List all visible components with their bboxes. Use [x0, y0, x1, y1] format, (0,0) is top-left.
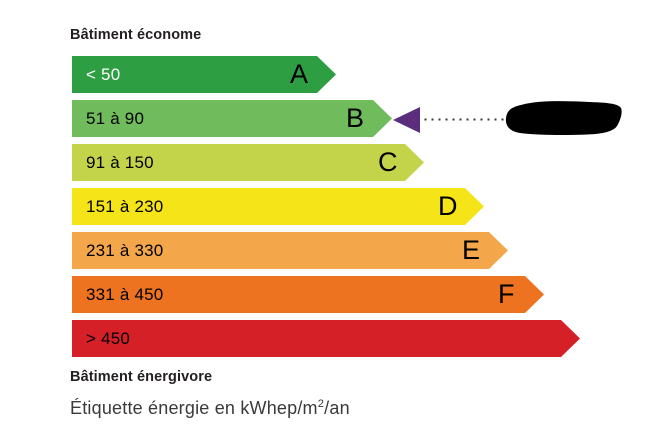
- energy-band-row[interactable]: 331 à 450 F: [0, 276, 667, 313]
- energy-band-row[interactable]: > 450: [0, 320, 667, 357]
- efficient-building-caption: Bâtiment économe: [70, 27, 202, 43]
- energy-band-range-label: 151 à 230: [86, 197, 164, 216]
- energy-band-row[interactable]: 51 à 90 B: [0, 100, 667, 137]
- energy-band-range-label: 231 à 330: [86, 241, 164, 260]
- energy-band-letter-b: B: [346, 103, 365, 133]
- energy-band-row[interactable]: 231 à 330 E: [0, 232, 667, 269]
- energy-band-arrow-f: [72, 276, 544, 313]
- energy-band-range-label: 331 à 450: [86, 285, 164, 304]
- energy-band-arrow-b: [72, 100, 392, 137]
- energy-band-range-label: 51 à 90: [86, 109, 145, 128]
- energy-band-letter-e: E: [462, 235, 481, 265]
- energy-band-range-label: 91 à 150: [86, 153, 154, 172]
- unit-caption-suffix: /an: [324, 398, 350, 418]
- energy-band-arrow-a: [72, 56, 336, 93]
- energy-band-range-label: > 450: [86, 329, 131, 348]
- energy-band-row[interactable]: < 50 A: [0, 56, 667, 93]
- energy-band-range-label: < 50: [86, 65, 121, 84]
- energy-band-letter-a: A: [290, 59, 309, 89]
- energy-hungry-building-caption: Bâtiment énergivore: [70, 369, 213, 385]
- energy-band-row[interactable]: 91 à 150 C: [0, 144, 667, 181]
- energy-band-arrow-e: [72, 232, 508, 269]
- unit-caption-superscript: 2: [317, 398, 325, 410]
- energy-band-row[interactable]: 151 à 230 D: [0, 188, 667, 225]
- energy-band-arrow-d: [72, 188, 484, 225]
- energy-band-arrow-g: [72, 320, 580, 357]
- energy-band-arrow-c: [72, 144, 424, 181]
- energy-band-letter-c: C: [378, 147, 398, 177]
- unit-caption: Étiquette énergie en kWhep/m2/an: [70, 398, 350, 419]
- energy-band-letter-d: D: [438, 191, 458, 221]
- unit-caption-prefix: Étiquette énergie en kWhep/m: [70, 398, 318, 418]
- energy-band-letter-f: F: [498, 279, 515, 309]
- energy-rating-scale: < 50 A 51 à 90 B 91 à 150 C 151 à 230 D 231 à 33…: [0, 56, 667, 364]
